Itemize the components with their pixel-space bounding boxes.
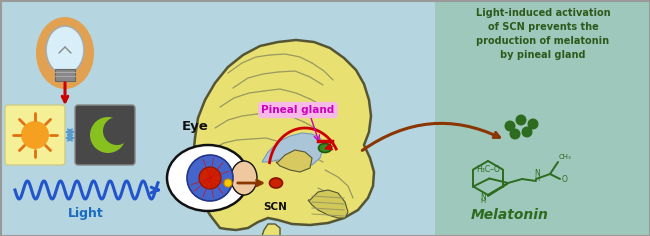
- Circle shape: [21, 121, 49, 149]
- Text: Light: Light: [68, 207, 104, 220]
- Polygon shape: [276, 150, 312, 172]
- Circle shape: [504, 121, 515, 131]
- Text: Light-induced activation
of SCN prevents the
production of melatonin
by pineal g: Light-induced activation of SCN prevents…: [476, 8, 610, 60]
- Polygon shape: [193, 40, 374, 230]
- Polygon shape: [262, 133, 324, 165]
- Text: CH₃: CH₃: [559, 154, 572, 160]
- Polygon shape: [308, 190, 348, 218]
- Ellipse shape: [167, 145, 249, 211]
- Text: N: N: [534, 169, 540, 178]
- FancyBboxPatch shape: [5, 105, 65, 165]
- Circle shape: [187, 155, 233, 201]
- FancyBboxPatch shape: [55, 69, 75, 81]
- Circle shape: [199, 167, 221, 189]
- Ellipse shape: [46, 26, 84, 74]
- Text: H₃C–O: H₃C–O: [476, 165, 500, 174]
- Circle shape: [224, 179, 232, 187]
- Ellipse shape: [36, 17, 94, 89]
- Text: Melatonin: Melatonin: [471, 208, 549, 222]
- Text: H: H: [480, 198, 486, 204]
- Circle shape: [90, 117, 126, 153]
- Text: Pineal gland: Pineal gland: [261, 105, 335, 115]
- Text: SCN: SCN: [263, 202, 287, 212]
- Circle shape: [528, 118, 538, 130]
- Text: N: N: [480, 193, 486, 202]
- Text: Eye: Eye: [181, 120, 209, 133]
- Ellipse shape: [231, 161, 257, 195]
- Circle shape: [515, 114, 526, 126]
- Text: H: H: [534, 176, 540, 182]
- Bar: [435, 0, 650, 236]
- Circle shape: [521, 126, 532, 138]
- Polygon shape: [262, 224, 280, 236]
- Circle shape: [103, 117, 131, 145]
- Ellipse shape: [318, 143, 332, 152]
- Circle shape: [510, 128, 521, 139]
- FancyBboxPatch shape: [75, 105, 135, 165]
- Ellipse shape: [270, 178, 283, 188]
- Text: O: O: [562, 176, 568, 185]
